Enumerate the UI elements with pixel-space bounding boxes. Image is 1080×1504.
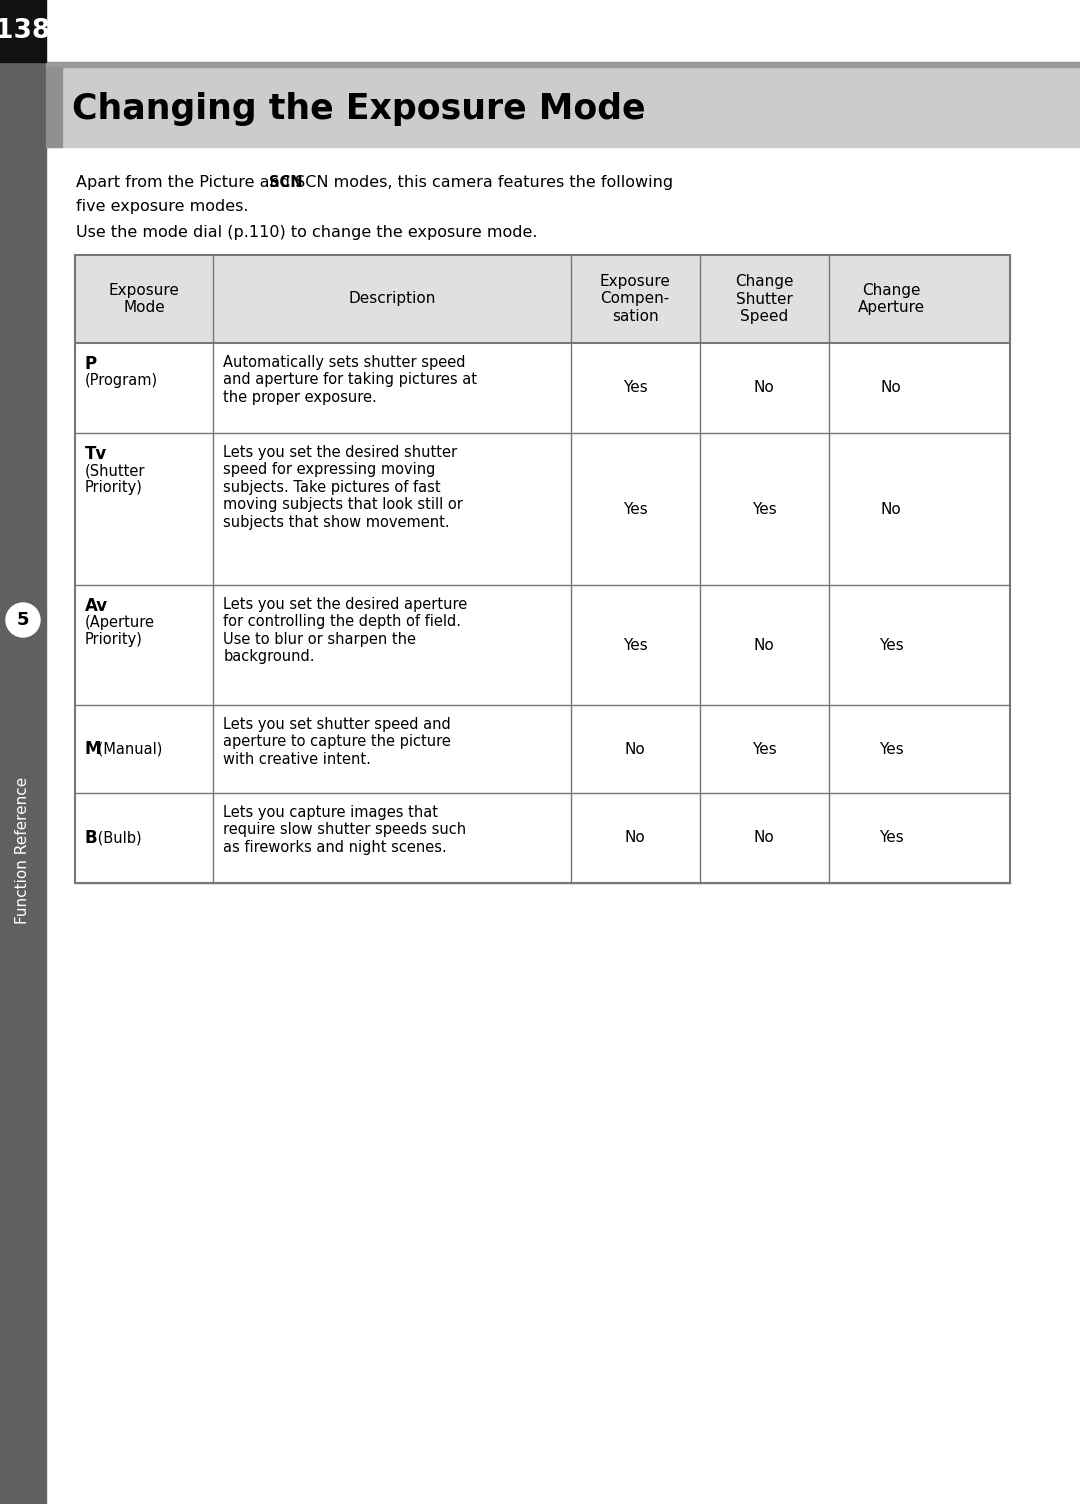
Text: No: No: [754, 381, 774, 396]
Text: Use the mode dial (p.110) to change the exposure mode.: Use the mode dial (p.110) to change the …: [76, 226, 538, 241]
Bar: [46, 68, 62, 147]
Text: Yes: Yes: [752, 501, 777, 516]
Text: Tv: Tv: [85, 445, 107, 463]
Bar: [46, 62, 1080, 68]
Bar: [75, 433, 1010, 585]
Text: (Bulb): (Bulb): [93, 830, 141, 845]
Text: Yes: Yes: [623, 638, 647, 653]
Bar: [75, 256, 1010, 343]
Text: (Program): (Program): [85, 373, 158, 388]
Text: Lets you set the desired aperture
for controlling the depth of field.
Use to blu: Lets you set the desired aperture for co…: [224, 597, 468, 665]
Text: Yes: Yes: [623, 381, 647, 396]
Bar: [0, 62, 46, 1504]
Text: Yes: Yes: [623, 501, 647, 516]
Text: 5: 5: [17, 611, 29, 629]
Bar: [75, 705, 1010, 793]
Text: No: No: [881, 381, 902, 396]
Bar: [46, 62, 1080, 147]
Text: Av: Av: [85, 597, 108, 615]
Text: Yes: Yes: [879, 830, 904, 845]
Text: SCN: SCN: [269, 174, 302, 190]
Text: (Shutter
Priority): (Shutter Priority): [85, 463, 146, 495]
Bar: [75, 585, 1010, 705]
Text: Apart from the Picture and SCN modes, this camera features the following: Apart from the Picture and SCN modes, th…: [76, 174, 673, 190]
Bar: [0, 0, 46, 62]
Text: Lets you capture images that
require slow shutter speeds such
as fireworks and n: Lets you capture images that require slo…: [224, 805, 467, 854]
Text: Yes: Yes: [752, 741, 777, 757]
Text: B: B: [85, 829, 97, 847]
Text: Change
Aperture: Change Aperture: [858, 283, 924, 316]
Circle shape: [6, 603, 40, 638]
Text: (Manual): (Manual): [93, 741, 162, 757]
Text: Yes: Yes: [879, 741, 904, 757]
Text: Description: Description: [348, 292, 435, 307]
Text: Exposure
Compen-
sation: Exposure Compen- sation: [599, 274, 671, 323]
Text: M: M: [85, 740, 102, 758]
Text: 138: 138: [0, 18, 51, 44]
Text: five exposure modes.: five exposure modes.: [76, 199, 248, 214]
Text: No: No: [624, 830, 646, 845]
Text: P: P: [85, 355, 97, 373]
Text: Lets you set shutter speed and
aperture to capture the picture
with creative int: Lets you set shutter speed and aperture …: [224, 717, 451, 767]
Text: No: No: [881, 501, 902, 516]
Text: Automatically sets shutter speed
and aperture for taking pictures at
the proper : Automatically sets shutter speed and ape…: [224, 355, 477, 405]
Text: Change
Shutter
Speed: Change Shutter Speed: [734, 274, 794, 323]
Bar: [75, 343, 1010, 433]
Bar: [75, 793, 1010, 883]
Text: No: No: [624, 741, 646, 757]
Text: Lets you set the desired shutter
speed for expressing moving
subjects. Take pict: Lets you set the desired shutter speed f…: [224, 445, 463, 529]
Text: (Aperture
Priority): (Aperture Priority): [85, 615, 156, 647]
Text: Changing the Exposure Mode: Changing the Exposure Mode: [72, 92, 646, 125]
Bar: [75, 256, 1010, 883]
Text: Exposure
Mode: Exposure Mode: [109, 283, 179, 316]
Text: No: No: [754, 638, 774, 653]
Text: No: No: [754, 830, 774, 845]
Text: Function Reference: Function Reference: [15, 776, 30, 923]
Text: Yes: Yes: [879, 638, 904, 653]
